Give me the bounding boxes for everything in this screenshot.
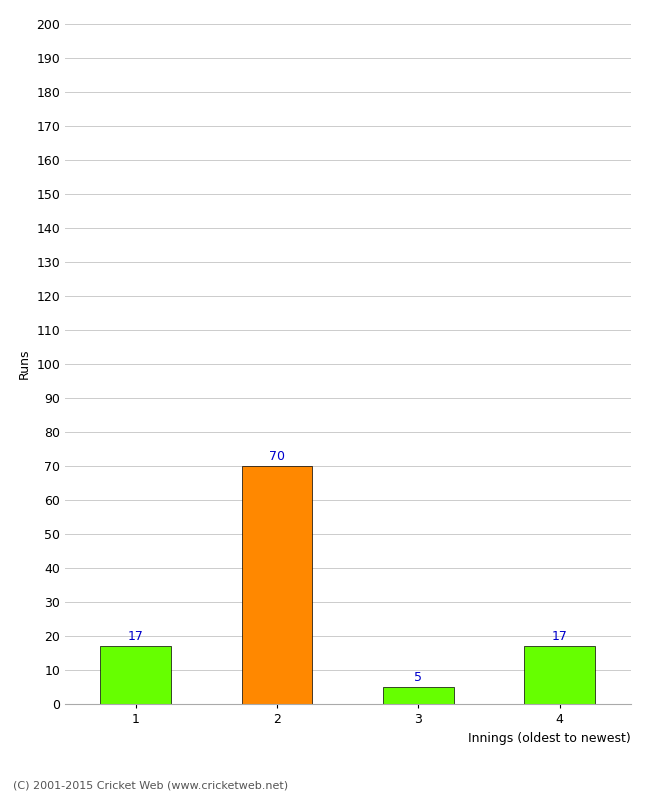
Text: (C) 2001-2015 Cricket Web (www.cricketweb.net): (C) 2001-2015 Cricket Web (www.cricketwe… — [13, 780, 288, 790]
Bar — [100, 646, 171, 704]
Text: 70: 70 — [269, 450, 285, 463]
Bar — [242, 466, 313, 704]
Text: 17: 17 — [552, 630, 567, 643]
Bar — [525, 646, 595, 704]
X-axis label: Innings (oldest to newest): Innings (oldest to newest) — [468, 731, 630, 745]
Bar — [383, 687, 454, 704]
Text: 17: 17 — [128, 630, 144, 643]
Y-axis label: Runs: Runs — [18, 349, 31, 379]
Text: 5: 5 — [415, 671, 422, 684]
